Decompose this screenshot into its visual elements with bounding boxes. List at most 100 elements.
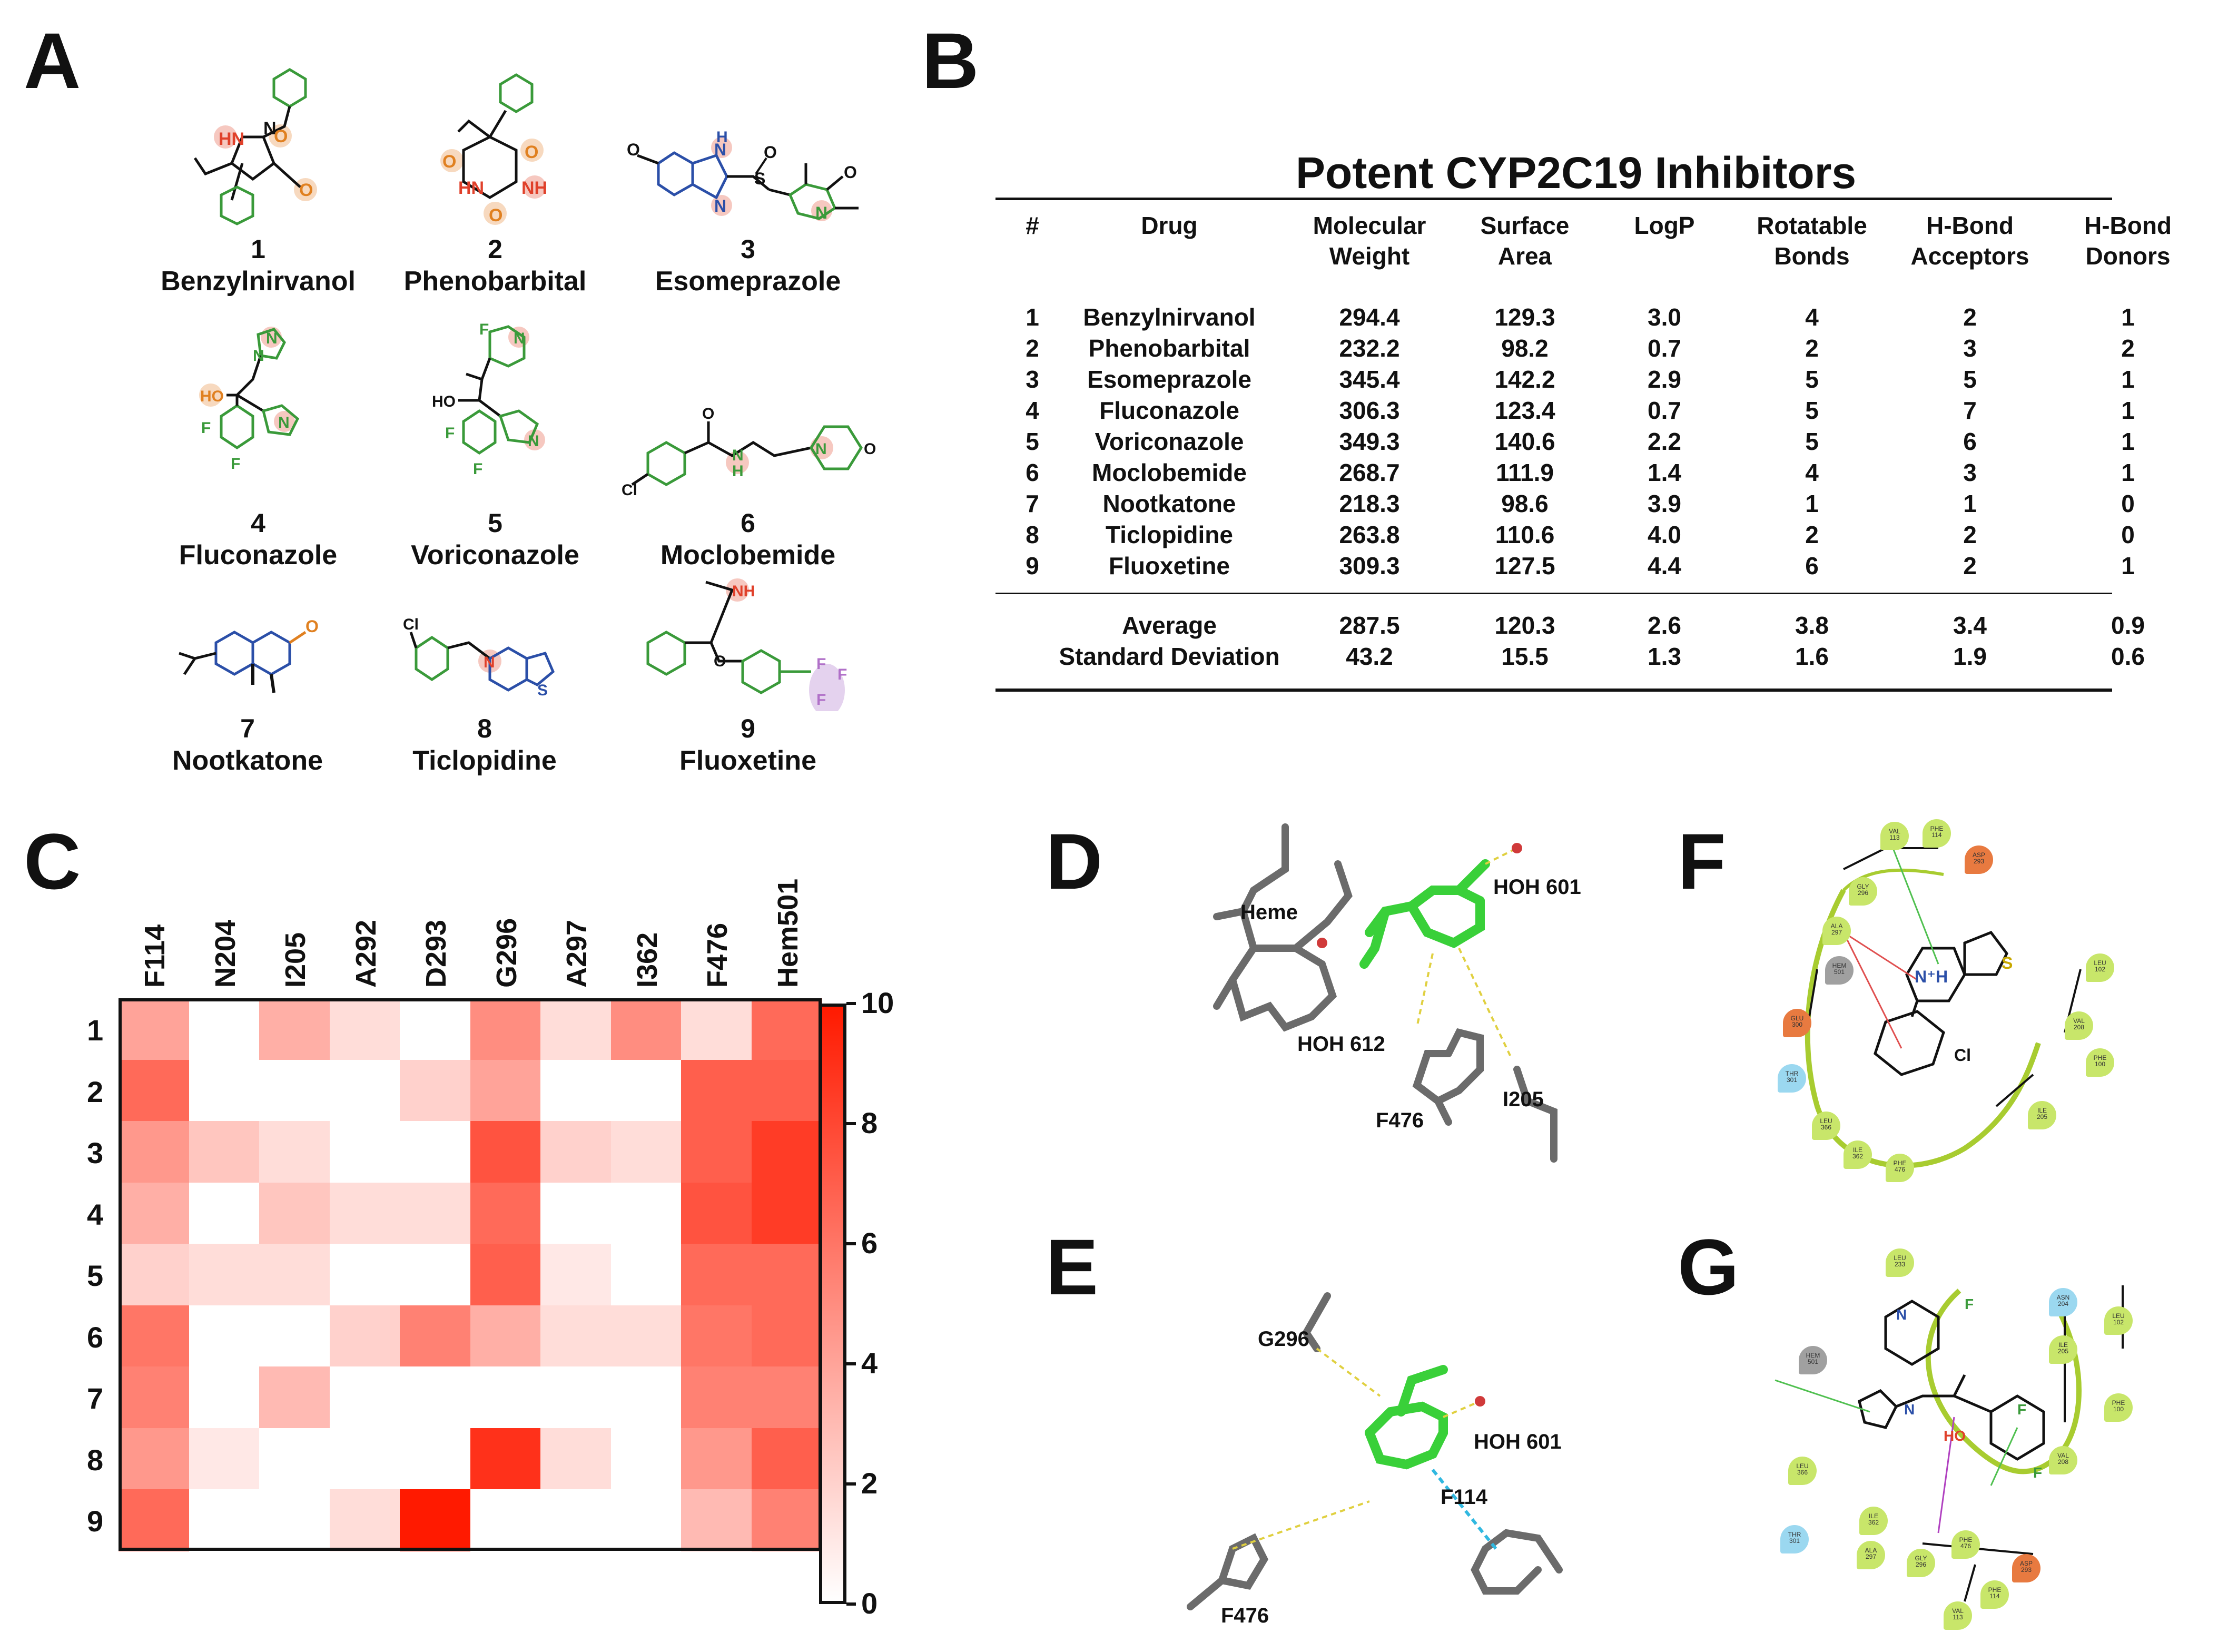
table-cell: 1 <box>2121 303 2135 331</box>
heatmap-cell <box>751 1305 822 1367</box>
residue-bubble: THR 301 <box>1780 1525 1809 1553</box>
svg-text:O: O <box>714 653 726 670</box>
table-summary-label: Standard Deviation <box>1059 643 1280 670</box>
docking-pose-e <box>1187 1292 1563 1610</box>
heatmap-cell <box>610 1366 682 1429</box>
residue-bubble: PHE 114 <box>1980 1580 2009 1609</box>
residue-bubble: LEU 102 <box>2104 1306 2133 1335</box>
table-cell: 1 <box>1805 490 1819 517</box>
heatmap-cell <box>751 1366 822 1429</box>
table-cell: 3 <box>1963 459 1977 486</box>
heatmap-cell <box>751 1121 822 1183</box>
svg-text:HN: HN <box>458 178 484 198</box>
table-cell: 7 <box>1963 397 1977 424</box>
heatmap-cell <box>540 1244 612 1306</box>
heatmap-cell <box>540 1428 612 1490</box>
residue-bubble: GLU 300 <box>1783 1009 1811 1037</box>
header-molecular-weight: Molecular Weight <box>1313 212 1426 270</box>
table-cell: 127.5 <box>1494 552 1555 579</box>
table-cell: 6 <box>1805 552 1819 579</box>
molecule-name: Nootkatone <box>172 745 323 776</box>
table-cell: 8 <box>1026 521 1039 548</box>
heatmap-cell <box>681 998 752 1060</box>
colorbar <box>819 1004 846 1604</box>
table-cell: 0.7 <box>1648 397 1681 424</box>
heatmap-cell <box>189 1489 260 1551</box>
table-cell: 0.7 <box>1648 335 1681 362</box>
table-cell-drug: Phenobarbital <box>1088 335 1250 362</box>
header-drug: Drug <box>1141 212 1198 239</box>
table-cell: 4 <box>1805 459 1819 486</box>
table-cell: 1.4 <box>1648 459 1681 486</box>
table-cell: 3.0 <box>1648 303 1681 331</box>
svg-text:O: O <box>274 126 288 146</box>
heatmap-cell <box>540 998 612 1060</box>
colorbar-tick-mark <box>846 1482 856 1486</box>
colorbar-tick-mark <box>846 1242 856 1245</box>
heatmap-cell <box>470 998 541 1060</box>
molecule-9: NH O F F F 9 Fluoxetine <box>616 569 880 832</box>
molecule-name: Fluoxetine <box>679 745 817 776</box>
svg-text:Cl: Cl <box>622 481 637 499</box>
heatmap-cell <box>540 1305 612 1367</box>
svg-text:O: O <box>299 180 313 200</box>
table-cell: 123.4 <box>1494 397 1555 424</box>
heatmap-cell <box>189 1059 260 1122</box>
molecule-number: 7 <box>240 714 255 743</box>
heatmap-cell <box>329 1428 400 1490</box>
table-cell-drug: Moclobemide <box>1092 459 1247 486</box>
label-f114: F114 <box>1441 1486 1487 1509</box>
heatmap-cell <box>470 1428 541 1490</box>
heatmap-cell <box>400 1366 471 1429</box>
table-cell: 2.9 <box>1648 366 1681 393</box>
heatmap-cell <box>751 1489 822 1551</box>
heatmap-cell <box>259 1305 330 1367</box>
table-cell: 2 <box>1805 521 1819 548</box>
table-cell: 294.4 <box>1339 303 1400 331</box>
svg-text:HN: HN <box>219 129 244 149</box>
svg-text:N: N <box>714 196 726 215</box>
residue-bubble: VAL 208 <box>2065 1011 2093 1040</box>
table-cell: 263.8 <box>1339 521 1400 548</box>
residue-bubble: PHE 100 <box>2104 1393 2133 1422</box>
heatmap-row-label: 8 <box>87 1443 104 1477</box>
table-summary-label: Average <box>1122 612 1217 639</box>
voriconazole-structure: F N HO F F N <box>432 321 545 478</box>
heatmap-cell <box>470 1121 541 1183</box>
heatmap-cell <box>259 1244 330 1306</box>
heatmap-cell <box>189 1428 260 1490</box>
heatmap-cell <box>119 1305 190 1367</box>
residue-bubble: LEU 102 <box>2086 953 2114 982</box>
heatmap-cell <box>400 1121 471 1183</box>
panel-label-e: E <box>1046 1223 1099 1311</box>
table-summary-cell: 1.9 <box>1953 643 1987 670</box>
table-cell: 2 <box>1963 303 1977 331</box>
heatmap-cell <box>610 1305 682 1367</box>
colorbar-tick-mark <box>846 1122 856 1125</box>
header-logp: LogP <box>1634 212 1695 239</box>
table-cell: 5 <box>1026 428 1039 455</box>
colorbar-tick-mark <box>846 1002 856 1005</box>
table-summary-cell: 1.3 <box>1648 643 1681 670</box>
table-summary-cell: 2.6 <box>1648 612 1681 639</box>
svg-text:N: N <box>815 203 827 222</box>
heatmap-row-label: 6 <box>87 1320 104 1354</box>
nootkatone-structure: O <box>179 617 319 693</box>
molecule-8: Cl N S 8 Ticlopidine <box>379 606 590 869</box>
heatmap-cell <box>259 1428 330 1490</box>
heatmap-cell <box>400 1059 471 1122</box>
table-cell: 2 <box>1963 521 1977 548</box>
phenobarbital-structure: O O NH HN O <box>440 73 547 225</box>
table-top-rule <box>995 198 2112 200</box>
table-cell: 140.6 <box>1494 428 1555 455</box>
svg-text:O: O <box>627 140 640 159</box>
svg-text:NH: NH <box>521 178 547 198</box>
residue-bubble: ALA 297 <box>1822 917 1851 945</box>
heatmap-cell <box>610 1059 682 1122</box>
residue-bubble: THR 301 <box>1778 1064 1806 1093</box>
table-cell: 4 <box>1026 397 1039 424</box>
table-cell: 1 <box>1963 490 1977 517</box>
table-cell: 98.2 <box>1501 335 1549 362</box>
heatmap-cell <box>329 1366 400 1429</box>
table-cell: 2.2 <box>1648 428 1681 455</box>
